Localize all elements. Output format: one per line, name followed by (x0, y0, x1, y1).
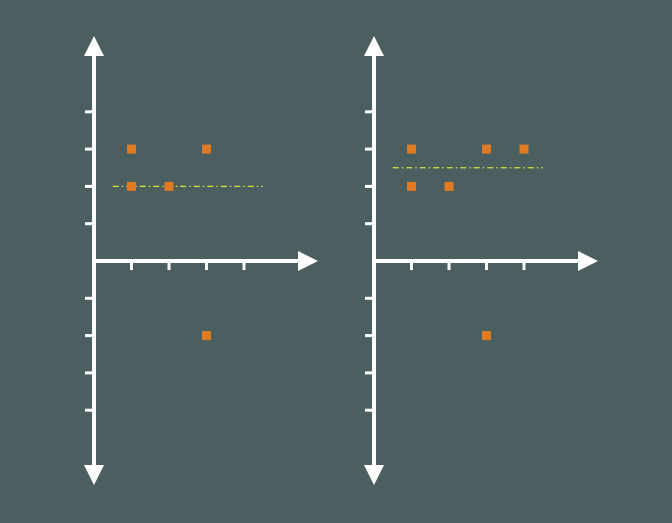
data-point (407, 181, 416, 191)
data-point (202, 331, 211, 341)
scatter-panel-right (364, 36, 598, 485)
data-point (482, 144, 491, 154)
data-point (444, 181, 454, 191)
data-point (202, 144, 211, 154)
data-point (164, 181, 174, 191)
y-axis-arrow-up (84, 36, 104, 56)
y-axis-arrow-down (364, 465, 384, 485)
y-axis-arrow-down (84, 465, 104, 485)
scatter-panel-left (84, 36, 318, 485)
data-point (127, 181, 136, 191)
data-point (407, 144, 416, 154)
data-point (519, 144, 529, 154)
x-axis-arrow-right (298, 251, 318, 271)
y-axis-arrow-up (364, 36, 384, 56)
data-point (127, 144, 136, 154)
x-axis-arrow-right (578, 251, 598, 271)
data-point (482, 331, 491, 341)
